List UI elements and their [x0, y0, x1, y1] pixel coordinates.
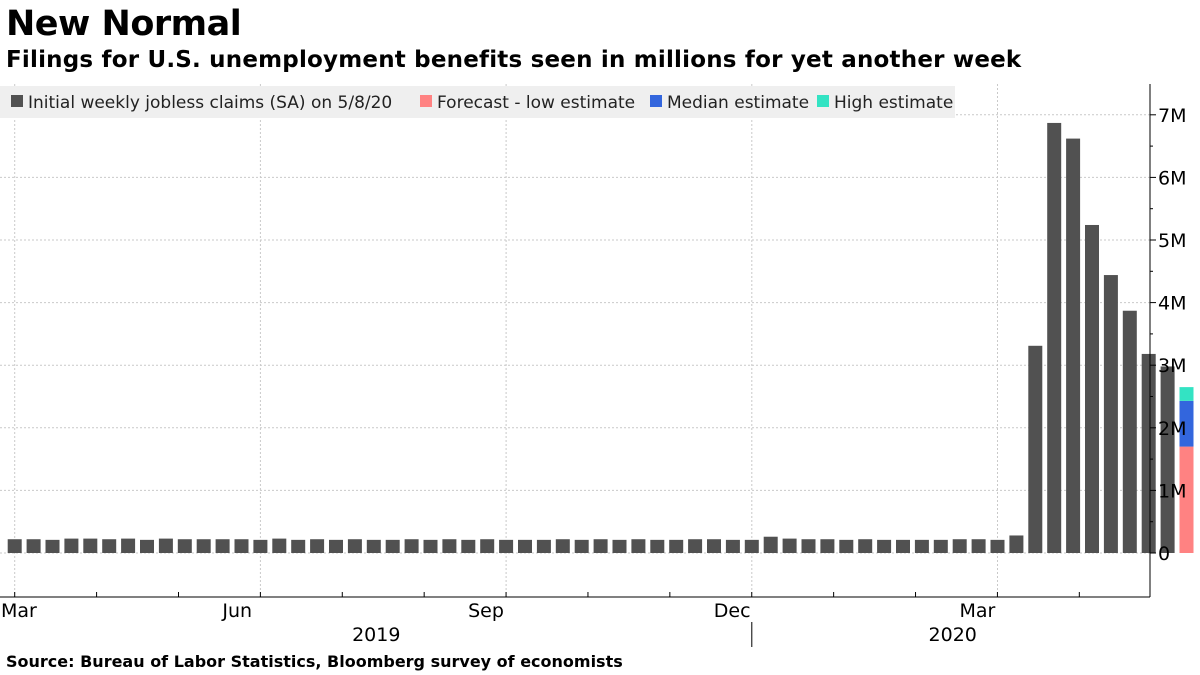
bar-initial-claims — [725, 539, 740, 553]
bar-forecast-high — [1179, 387, 1194, 401]
y-tick-label: 5M — [1158, 230, 1186, 252]
x-month-label: Sep — [468, 600, 504, 622]
bar-initial-claims — [177, 539, 192, 553]
bar-initial-claims — [971, 539, 986, 553]
y-tick-label: 0 — [1158, 543, 1170, 565]
bar-initial-claims — [801, 539, 816, 553]
bar-initial-claims — [952, 539, 967, 553]
bar-initial-claims — [858, 539, 873, 553]
bar-initial-claims — [310, 539, 325, 553]
bar-initial-claims — [896, 539, 910, 553]
bar-initial-claims — [707, 539, 721, 553]
bar-initial-claims — [480, 539, 495, 553]
chart-title: New Normal — [6, 4, 242, 44]
bar-forecast-low — [1179, 446, 1194, 553]
legend-swatch — [650, 95, 662, 107]
bar-initial-claims — [158, 538, 173, 553]
bar-initial-claims — [555, 539, 570, 553]
bar-initial-claims — [215, 539, 230, 553]
bar-initial-claims — [933, 539, 948, 553]
x-year-label: 2020 — [929, 624, 977, 646]
legend-swatch — [11, 95, 23, 107]
bar-initial-claims — [820, 539, 835, 553]
bar-initial-claims — [140, 539, 154, 553]
bar-initial-claims — [914, 539, 929, 553]
bar-initial-claims — [518, 539, 532, 553]
bar-initial-claims — [877, 539, 892, 553]
bar-initial-claims — [990, 539, 1005, 553]
x-month-label: Mar — [960, 600, 996, 622]
bar-initial-claims — [329, 539, 343, 553]
bar-initial-claims — [1066, 138, 1081, 553]
bar-forecast-median — [1179, 400, 1194, 447]
bar-initial-claims — [782, 538, 797, 553]
chart-subtitle: Filings for U.S. unemployment benefits s… — [6, 47, 1022, 73]
bar-initial-claims — [385, 539, 400, 553]
y-tick-label: 6M — [1158, 167, 1186, 189]
bar-initial-claims — [574, 539, 589, 553]
bar-initial-claims — [1141, 353, 1156, 553]
bar-initial-claims — [1103, 275, 1118, 553]
legend-label: Median estimate — [667, 93, 809, 113]
y-tick-label: 1M — [1158, 480, 1186, 502]
y-tick-label: 7M — [1158, 105, 1186, 127]
bar-initial-claims — [102, 539, 117, 553]
bar-initial-claims — [669, 539, 684, 553]
bar-initial-claims — [272, 538, 287, 553]
bar-initial-claims — [121, 538, 136, 553]
y-tick-label: 2M — [1158, 418, 1186, 440]
x-year-label: 2019 — [352, 624, 400, 646]
bar-initial-claims — [1028, 345, 1043, 553]
bar-initial-claims — [347, 539, 362, 553]
x-month-label: Dec — [714, 600, 751, 622]
legend-label: High estimate — [834, 93, 953, 113]
bar-initial-claims — [744, 539, 759, 553]
bar-initial-claims — [1122, 310, 1137, 553]
bar-initial-claims — [461, 539, 476, 553]
bar-initial-claims — [26, 539, 41, 553]
bar-initial-claims — [45, 539, 60, 553]
bar-initial-claims — [234, 539, 249, 553]
legend-label: Initial weekly jobless claims (SA) on 5/… — [28, 93, 392, 113]
bar-initial-claims — [83, 538, 98, 553]
bar-initial-claims — [763, 536, 778, 553]
legend-swatch — [817, 95, 829, 107]
bar-initial-claims — [1160, 366, 1175, 553]
source-note: Source: Bureau of Labor Statistics, Bloo… — [6, 652, 623, 671]
legend-background — [0, 86, 955, 118]
y-tick-label: 4M — [1158, 293, 1186, 315]
bar-initial-claims — [423, 539, 438, 553]
bar-initial-claims — [631, 539, 646, 553]
bar-initial-claims — [64, 538, 79, 553]
bar-initial-claims — [253, 539, 268, 553]
x-month-label: Mar — [1, 600, 37, 622]
bar-initial-claims — [650, 539, 665, 553]
legend: Initial weekly jobless claims (SA) on 5/… — [0, 86, 955, 118]
legend-label: Forecast - low estimate — [437, 93, 635, 113]
bar-initial-claims — [196, 539, 211, 553]
bar-initial-claims — [688, 539, 703, 553]
bars — [7, 122, 1194, 554]
bar-initial-claims — [366, 539, 381, 553]
bar-initial-claims — [7, 539, 22, 553]
y-tick-label: 3M — [1158, 355, 1186, 377]
bar-initial-claims — [404, 539, 419, 553]
bar-initial-claims — [1009, 535, 1024, 553]
axes: 0 1M 2M 3M 4M 5M 6M 7M Mar Jun Sep Dec Mar 2019 2020 — [0, 84, 1186, 647]
bar-initial-claims — [839, 539, 854, 553]
bar-initial-claims — [593, 539, 608, 553]
legend-swatch — [420, 95, 432, 107]
x-month-label: Jun — [221, 600, 252, 622]
bar-initial-claims — [1085, 224, 1099, 553]
bar-initial-claims — [442, 539, 457, 553]
bar-initial-claims — [1047, 122, 1062, 554]
bar-initial-claims — [536, 539, 551, 553]
bar-initial-claims — [612, 539, 627, 553]
bar-initial-claims — [499, 539, 514, 553]
bar-initial-claims — [291, 539, 306, 553]
grid-lines — [0, 84, 1150, 597]
